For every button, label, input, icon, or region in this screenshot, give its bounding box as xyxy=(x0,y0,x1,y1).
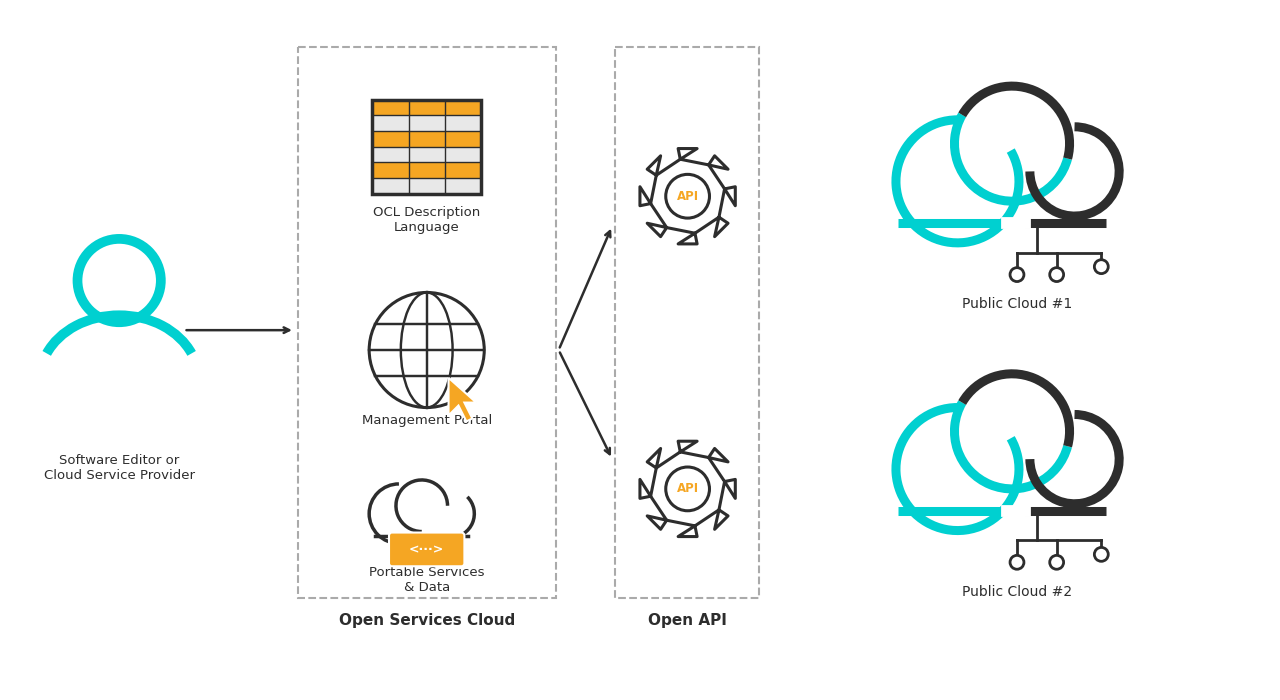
Circle shape xyxy=(1050,555,1064,569)
Bar xyxy=(372,178,481,194)
Circle shape xyxy=(369,484,429,543)
Circle shape xyxy=(955,86,1070,201)
Circle shape xyxy=(1094,547,1108,561)
Circle shape xyxy=(1050,267,1064,281)
Bar xyxy=(616,48,759,598)
Circle shape xyxy=(1030,414,1119,504)
Circle shape xyxy=(955,374,1070,489)
Bar xyxy=(372,131,481,146)
Circle shape xyxy=(896,120,1019,243)
Circle shape xyxy=(1094,260,1108,274)
Text: Public Cloud #2: Public Cloud #2 xyxy=(963,585,1073,599)
Circle shape xyxy=(390,497,453,560)
Text: API: API xyxy=(677,190,699,203)
Text: Portable Services
& Data: Portable Services & Data xyxy=(369,566,484,594)
Circle shape xyxy=(401,480,453,531)
Text: OCL Description
Language: OCL Description Language xyxy=(372,206,480,235)
Bar xyxy=(899,449,1116,509)
Bar xyxy=(372,146,481,162)
Bar xyxy=(372,99,481,194)
Circle shape xyxy=(666,467,709,511)
Bar xyxy=(298,48,556,598)
Polygon shape xyxy=(448,378,476,421)
FancyBboxPatch shape xyxy=(389,533,465,566)
Text: Open Services Cloud: Open Services Cloud xyxy=(339,613,515,628)
Bar xyxy=(372,162,481,178)
Text: Public Cloud #1: Public Cloud #1 xyxy=(961,298,1073,312)
Polygon shape xyxy=(640,441,735,537)
Text: <···>: <···> xyxy=(410,543,444,556)
Text: Open API: Open API xyxy=(648,613,727,628)
Circle shape xyxy=(1010,267,1024,281)
Text: API: API xyxy=(677,482,699,496)
Polygon shape xyxy=(640,148,735,244)
Circle shape xyxy=(1030,127,1119,216)
Circle shape xyxy=(896,407,1019,531)
Bar xyxy=(899,162,1116,221)
Bar xyxy=(372,99,481,194)
Text: Management Portal: Management Portal xyxy=(361,414,492,428)
Circle shape xyxy=(426,490,475,538)
Circle shape xyxy=(666,174,709,218)
Circle shape xyxy=(369,293,484,407)
Bar xyxy=(372,99,481,116)
Text: Software Editor or
Cloud Service Provider: Software Editor or Cloud Service Provide… xyxy=(44,454,195,482)
Bar xyxy=(372,116,481,131)
Circle shape xyxy=(1010,555,1024,569)
